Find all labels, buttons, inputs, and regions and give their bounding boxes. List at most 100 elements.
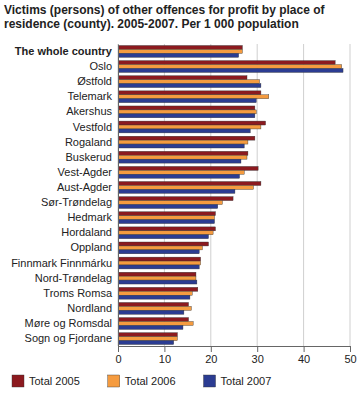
grid-line [303, 44, 304, 346]
tick-label: 50 [344, 353, 356, 365]
bar [118, 174, 240, 178]
series [118, 53, 343, 344]
legend-swatch [108, 375, 120, 387]
tick-mark [211, 346, 212, 352]
bar [118, 121, 266, 125]
tick-label: 20 [205, 353, 217, 365]
bar [118, 242, 208, 246]
tick: Møre og Romsdal [25, 317, 118, 329]
bar [118, 170, 244, 174]
category-label: Troms Romsa [43, 287, 113, 299]
bars [118, 46, 343, 345]
bar [118, 106, 255, 110]
bar [118, 295, 190, 299]
tick: Buskerud [66, 151, 118, 163]
category-label: Buskerud [66, 151, 112, 163]
bar [118, 129, 250, 133]
grid-line [164, 44, 165, 346]
bar [118, 84, 261, 88]
bar [118, 91, 261, 95]
series [118, 49, 342, 340]
legend-item: Total 2005 [12, 375, 80, 387]
legend-item: Total 2006 [108, 375, 176, 387]
category-label: Oppland [70, 241, 112, 253]
category-label: Aust-Agder [57, 181, 112, 193]
tick-mark [164, 346, 165, 352]
bar [118, 287, 198, 291]
plot: 0 10 20 30 40 50 The whole country Oslo Østfold T… [11, 44, 356, 365]
bar [118, 114, 255, 118]
bar [118, 302, 189, 306]
chart: Victims (persons) of other offences for … [0, 0, 364, 404]
bar [118, 322, 193, 326]
tick: Oppland [70, 241, 118, 253]
bar [118, 306, 191, 310]
grid-line [210, 44, 211, 346]
bar [118, 166, 258, 170]
category-label: Nord-Trøndelag [35, 272, 112, 284]
bar [118, 216, 215, 220]
tick-mark [118, 346, 119, 352]
bar [118, 227, 215, 231]
bar [118, 205, 218, 209]
tick: Rogaland [65, 136, 118, 148]
tick: 40 [298, 346, 310, 365]
bar [118, 53, 239, 57]
x-axis: 0 10 20 30 40 50 [115, 346, 356, 365]
bar [118, 155, 247, 159]
legend-label: Total 2007 [221, 375, 272, 387]
tick-label: 30 [252, 353, 264, 365]
bar [118, 189, 235, 193]
category-label: Nordland [67, 302, 112, 314]
category-label: Møre og Romsdal [25, 317, 112, 329]
bar [118, 140, 248, 144]
title: Victims (persons) of other offences for … [4, 3, 325, 31]
bar [118, 261, 201, 265]
bar [118, 265, 199, 269]
tick: Nord-Trøndelag [35, 272, 118, 284]
category-label: Hordaland [61, 226, 112, 238]
legend-item: Total 2007 [204, 375, 272, 387]
grid-line [257, 44, 258, 346]
category-label: Hedmark [67, 211, 112, 223]
category-label: Østfold [77, 75, 112, 87]
axis-line [119, 346, 351, 347]
tick: 0 [115, 346, 121, 365]
tick: Vest-Agder [58, 166, 118, 178]
tick: The whole country [15, 45, 118, 57]
bar [118, 235, 208, 239]
tick-label: 40 [298, 353, 310, 365]
category-label: Sør-Trøndelag [41, 196, 112, 208]
category-label: Oslo [89, 60, 112, 72]
category-label: Rogaland [65, 136, 112, 148]
category-label: Akershus [66, 105, 112, 117]
category-label: Vest-Agder [58, 166, 113, 178]
category-label: Sogn og Fjordane [25, 332, 112, 344]
bar [118, 65, 342, 69]
tick: 30 [252, 346, 264, 365]
tick: Hordaland [61, 226, 118, 238]
grid [118, 44, 350, 346]
tick: 50 [344, 346, 356, 365]
legend-swatch [12, 375, 24, 387]
tick: Telemark [67, 90, 118, 102]
tick: Troms Romsa [43, 287, 118, 299]
bar [118, 61, 335, 65]
category-label: Telemark [67, 90, 112, 102]
bar [118, 220, 215, 224]
bar [118, 136, 255, 140]
bar [118, 272, 196, 276]
tick: 10 [159, 346, 171, 365]
bar [118, 68, 343, 72]
bar [118, 125, 261, 129]
bar [118, 110, 256, 114]
tick-mark [350, 346, 351, 352]
bar [118, 280, 197, 284]
category-label: Finnmark Finnmárku [11, 257, 112, 269]
tick: Østfold [77, 75, 118, 87]
tick-mark [304, 346, 305, 352]
tick: Nordland [67, 302, 118, 314]
tick: Hedmark [67, 211, 118, 223]
tick: Vestfold [73, 121, 118, 133]
tick: Finnmark Finnmárku [11, 257, 118, 269]
